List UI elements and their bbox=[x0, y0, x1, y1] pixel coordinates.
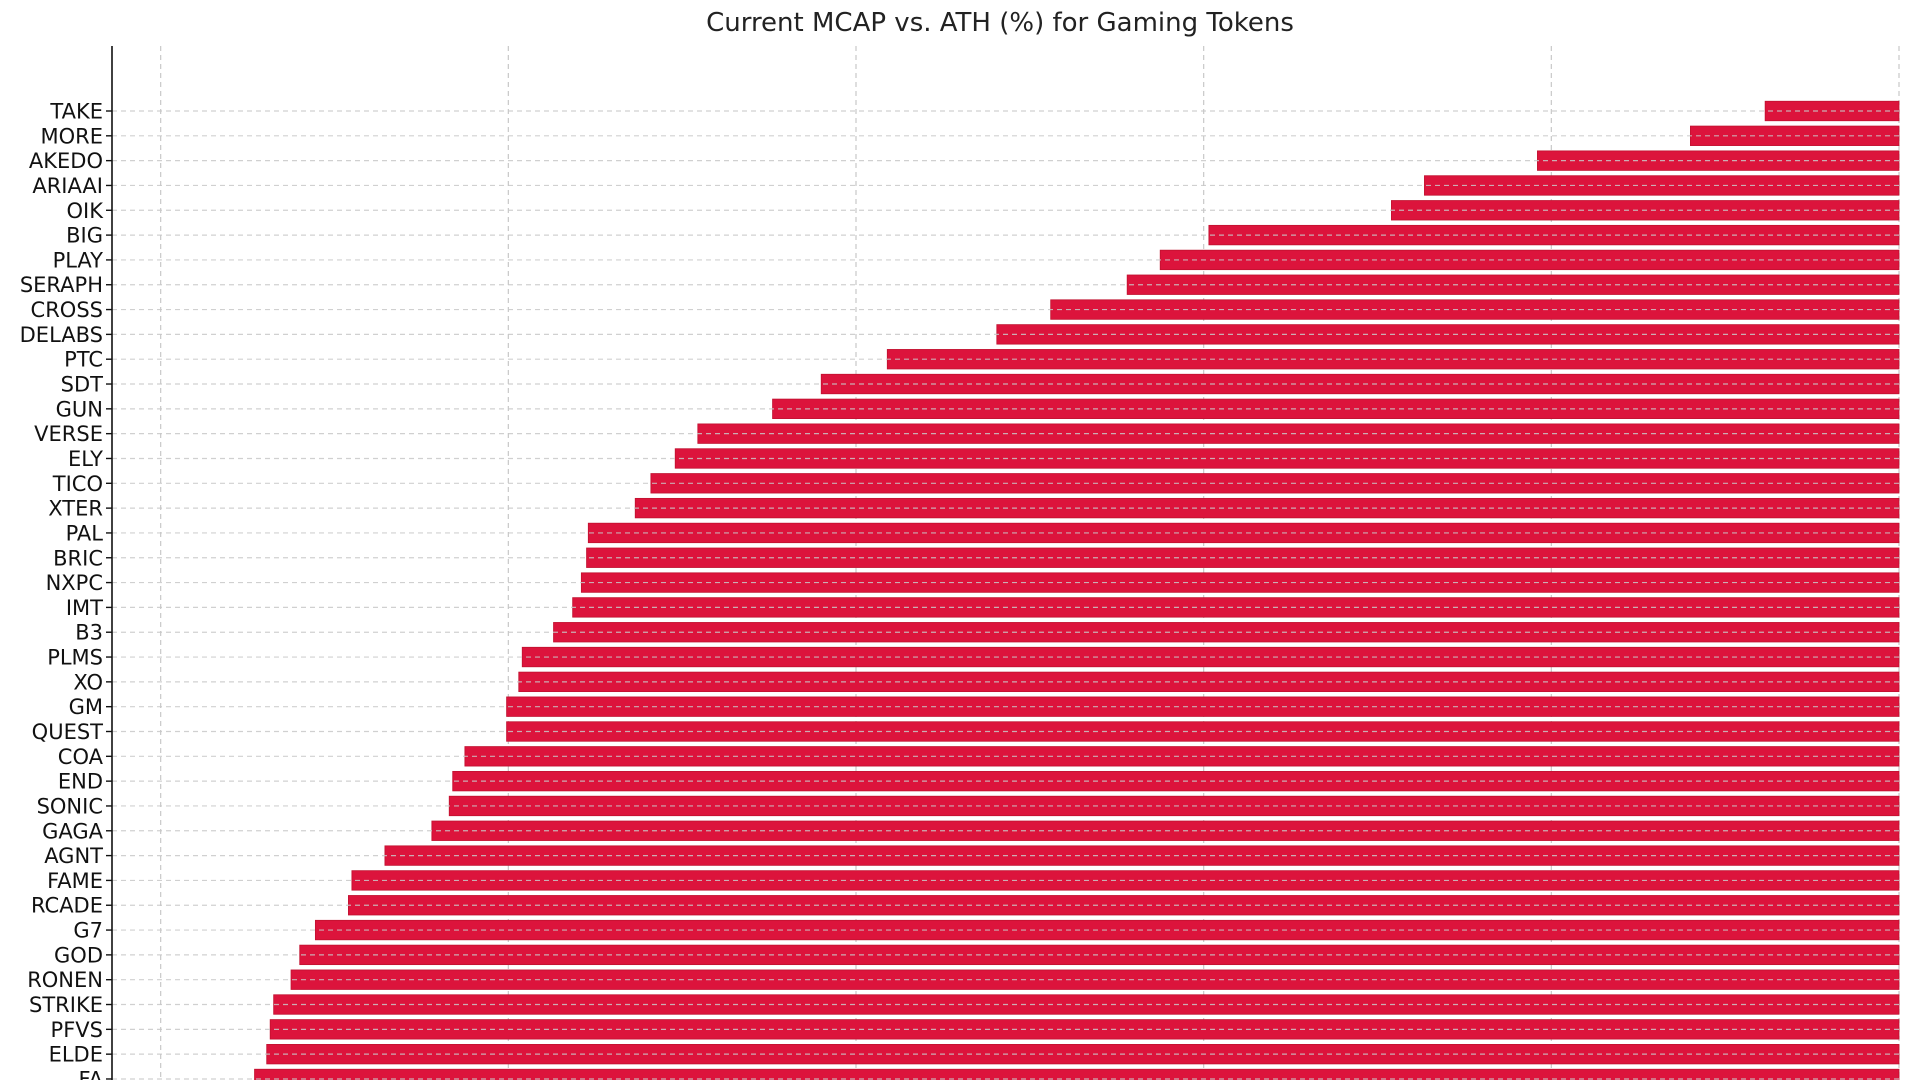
y-tick-label: BIG bbox=[66, 224, 103, 248]
y-tick-label: STRIKE bbox=[29, 993, 103, 1017]
y-tick-label: MORE bbox=[40, 124, 103, 148]
y-tick-label: TICO bbox=[52, 472, 103, 496]
y-tick-label: PAL bbox=[66, 521, 104, 545]
y-tick-label: FA bbox=[78, 1067, 103, 1080]
y-tick-label: FAME bbox=[47, 869, 103, 893]
y-tick-label: PLMS bbox=[47, 646, 103, 670]
y-tick-label: TAKE bbox=[49, 100, 103, 124]
y-tick-label: OIK bbox=[67, 199, 105, 223]
y-tick-label: SERAPH bbox=[20, 273, 103, 297]
y-tick-label: GM bbox=[69, 695, 103, 719]
y-tick-label: NXPC bbox=[46, 571, 103, 595]
y-tick-label: SDT bbox=[61, 373, 104, 397]
bar-sdt bbox=[820, 373, 1900, 395]
y-tick-label: B3 bbox=[75, 621, 103, 645]
bars bbox=[254, 100, 1900, 1080]
y-tick-label: XTER bbox=[48, 497, 103, 521]
y-tick-label: RCADE bbox=[31, 894, 103, 918]
y-tick-label: AGNT bbox=[44, 844, 103, 868]
y-tick-label: VERSE bbox=[34, 422, 103, 446]
bar-seraph bbox=[1126, 274, 1900, 295]
bar-bric bbox=[586, 547, 1900, 568]
y-tick-label: PTC bbox=[64, 348, 103, 372]
y-axis: TAKEMOREAKEDOARIAAIOIKBIGPLAYSERAPHCROSS… bbox=[20, 46, 113, 1080]
y-tick-label: BRIC bbox=[53, 546, 103, 570]
horizontal-gridlines bbox=[112, 110, 1899, 1080]
y-tick-label: COA bbox=[58, 745, 104, 769]
y-tick-label: XO bbox=[73, 670, 103, 694]
y-tick-label: CROSS bbox=[31, 298, 103, 322]
y-tick-label: ARIAAI bbox=[32, 174, 103, 198]
y-tick-label: IMT bbox=[66, 596, 103, 620]
y-tick-label: QUEST bbox=[32, 720, 103, 744]
y-tick-label: AKEDO bbox=[29, 149, 103, 173]
bar-pal bbox=[587, 522, 1900, 544]
y-tick-label: SONIC bbox=[37, 794, 103, 818]
y-tick-label: RONEN bbox=[27, 968, 103, 992]
y-tick-label: ELY bbox=[68, 447, 103, 471]
y-tick-label: ELDE bbox=[49, 1043, 103, 1067]
y-tick-label: GAGA bbox=[42, 819, 104, 843]
y-tick-label: PFVS bbox=[51, 1018, 103, 1042]
y-tick-label: GUN bbox=[56, 397, 103, 421]
y-tick-label: G7 bbox=[73, 919, 103, 943]
y-tick-label: PLAY bbox=[53, 248, 104, 272]
y-tick-label: END bbox=[58, 770, 103, 794]
y-tick-label: DELABS bbox=[20, 323, 103, 347]
y-tick-label: GOD bbox=[54, 943, 103, 967]
chart-title: Current MCAP vs. ATH (%) for Gaming Toke… bbox=[706, 8, 1294, 38]
